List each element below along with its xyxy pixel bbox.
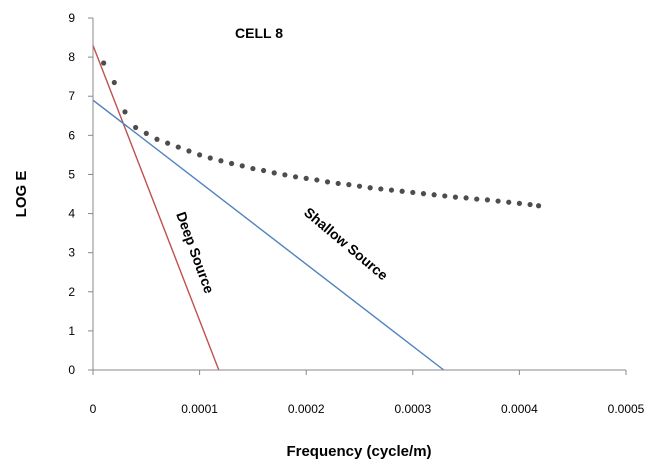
data-point: [154, 136, 160, 142]
data-point: [314, 177, 320, 183]
data-point: [346, 182, 352, 188]
data-point: [335, 180, 341, 187]
data-point: [143, 130, 149, 136]
y-tick-label: 2: [68, 285, 75, 299]
data-point: [186, 148, 192, 154]
data-point: [527, 201, 533, 208]
y-tick-label: 7: [68, 89, 75, 103]
data-point: [431, 192, 437, 198]
data-point: [207, 155, 213, 161]
data-point: [175, 144, 181, 150]
plot-area: [92, 45, 542, 371]
x-tick-label: 0.0001: [181, 402, 218, 416]
data-point: [420, 191, 427, 197]
chart-title: CELL 8: [235, 25, 283, 41]
x-tick-label: 0: [90, 402, 97, 416]
data-point: [303, 175, 309, 181]
y-axis-label: LOG E: [13, 171, 30, 218]
data-point: [271, 170, 277, 176]
x-axis-label: Frequency (cycle/m): [286, 443, 431, 460]
y-ticks: 0 1 2 3 4 5 6 7 8 9: [68, 11, 93, 377]
y-tick-label: 8: [68, 50, 75, 64]
data-point: [399, 188, 405, 194]
y-tick-label: 1: [68, 324, 75, 338]
data-point: [239, 163, 245, 169]
y-tick-label: 6: [68, 128, 75, 142]
data-point: [292, 174, 299, 180]
x-ticks: 0 0.0001 0.0002 0.0003 0.0004 0.0005: [90, 370, 645, 416]
data-point: [463, 195, 469, 201]
data-point: [250, 165, 256, 172]
data-point: [356, 183, 363, 189]
data-point: [260, 167, 267, 174]
data-point: [122, 109, 128, 115]
data-point: [282, 172, 288, 178]
data-point: [506, 199, 512, 205]
deep-source-label: Deep Source: [173, 210, 217, 296]
data-point: [535, 203, 542, 209]
x-tick-label: 0.0004: [501, 402, 538, 416]
data-point: [165, 140, 171, 146]
deep-source-line: [92, 45, 220, 371]
x-tick-label: 0.0003: [394, 402, 431, 416]
x-tick-label: 0.0005: [608, 402, 645, 416]
data-point: [324, 179, 331, 185]
data-point: [516, 200, 523, 206]
data-point: [197, 152, 203, 158]
y-tick-label: 5: [68, 167, 75, 181]
y-tick-label: 9: [68, 11, 75, 25]
data-point: [484, 197, 491, 203]
data-point: [495, 198, 501, 204]
data-point: [228, 160, 235, 167]
data-point: [111, 79, 117, 86]
data-point: [452, 194, 459, 200]
data-point: [101, 60, 107, 66]
shallow-source-line: [92, 99, 445, 371]
data-point: [218, 158, 224, 164]
y-tick-label: 4: [68, 207, 75, 221]
data-point: [378, 186, 384, 192]
y-tick-label: 3: [68, 246, 75, 260]
data-point: [442, 193, 448, 199]
data-point: [133, 124, 139, 131]
data-point: [388, 187, 395, 193]
data-point: [367, 185, 373, 191]
x-tick-label: 0.0002: [288, 402, 325, 416]
data-point: [474, 196, 480, 202]
y-tick-label: 0: [68, 363, 75, 377]
data-point: [410, 189, 416, 196]
